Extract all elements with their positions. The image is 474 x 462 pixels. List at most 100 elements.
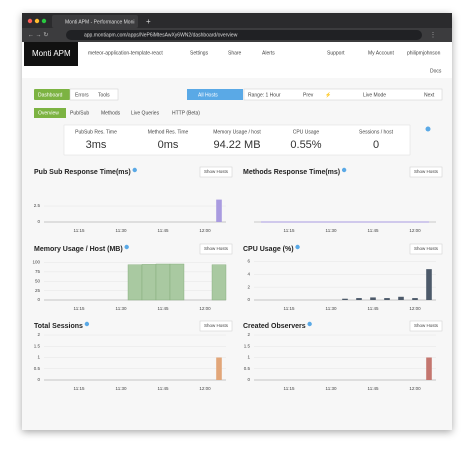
show-hosts-label: Show Hosts [414,169,439,174]
x-tick-label: 11:30 [116,386,127,391]
x-tick-label: 11:30 [326,228,337,233]
summary-label: Method Res. Time [148,129,189,135]
tab-label[interactable]: HTTP (Beta) [172,110,200,116]
range-bar [243,88,443,101]
chart-title: Pub Sub Response Time(ms) [34,169,131,176]
tab-active[interactable] [34,108,66,118]
bar [398,296,404,300]
hosts: All Hosts [198,92,218,98]
x-tick-label: 11:45 [158,386,169,391]
tab-label[interactable]: Methods [101,110,121,116]
tab-label[interactable]: Overview [38,110,59,116]
summary-box [63,124,411,156]
tab-label[interactable]: Live Queries [131,110,160,116]
y-tick-label: 6 [247,259,250,264]
x-tick-label: 12:00 [409,228,421,233]
range[interactable]: Range: 1 Hour [248,92,281,98]
y-tick-label: 1 [247,355,250,360]
show-hosts-button[interactable] [409,320,443,332]
logo: Monti APM [32,49,71,58]
x-tick-label: 11:45 [158,306,169,311]
help-icon[interactable] [84,321,90,327]
y-tick-label: 50 [35,278,41,283]
close-button[interactable] [27,18,33,24]
x-tick-label: 11:30 [116,228,127,233]
help-icon[interactable] [341,167,347,173]
bar [426,269,432,300]
y-tick-label: 2 [247,332,250,337]
x-tick-label: 11:30 [116,306,127,311]
y-tick-label: 0 [37,297,40,302]
next[interactable]: Next [424,92,435,98]
show-hosts-button[interactable] [199,320,233,332]
app-selector[interactable]: meteor-application-template-react [88,50,163,56]
area-segment [211,264,227,301]
zoom-button[interactable] [41,18,47,24]
summary-label: CPU Usage [293,129,320,135]
summary-label: Memory Usage / host [213,129,261,135]
logo-box [24,42,78,66]
help-icon[interactable] [307,321,312,327]
section-button[interactable]: Tools [98,92,110,98]
nav-icons[interactable]: ← → ↻ [28,32,48,39]
help-icon[interactable] [132,167,137,173]
bar [216,199,222,222]
nav-item[interactable]: philipmjohnson [407,50,441,56]
y-tick-label: 75 [35,269,41,274]
section-button-active[interactable] [34,89,70,100]
x-tick-label: 12:00 [409,306,421,311]
nav-item[interactable]: Settings [190,50,209,56]
area-segment [127,264,143,301]
show-hosts-label: Show Hosts [204,169,229,174]
live-mode[interactable]: Live Mode [363,92,386,98]
x-tick-label: 11:45 [158,228,169,233]
x-tick-label: 11:15 [74,386,85,391]
bar [356,298,362,300]
tab-title: Monti APM - Performance Moni [65,19,134,25]
lightning: ⚡ [325,91,331,98]
show-hosts-label: Show Hosts [414,246,439,251]
x-tick-label: 11:45 [368,228,379,233]
summary-value: 94.22 MB [213,139,260,151]
y-tick-label: 2.5 [34,203,41,208]
section-button[interactable]: Dashboard [38,92,63,98]
prev[interactable]: Prev [303,92,314,98]
menu-icon[interactable]: ⋮ [430,33,436,39]
hosts-dropdown[interactable] [187,89,243,100]
show-hosts-label: Show Hosts [204,246,229,251]
help-icon[interactable] [124,244,129,250]
nav-item[interactable]: Docs [430,68,442,74]
help-icon[interactable] [295,244,300,250]
x-tick-label: 11:15 [74,306,85,311]
nav-item[interactable]: Alerts [262,50,275,56]
bar [412,298,418,300]
y-tick-label: 100 [32,260,40,265]
help-icon[interactable] [425,126,431,132]
tab-label[interactable]: Pub/Sub [70,110,89,116]
new-tab[interactable]: + [146,17,151,26]
show-hosts-button[interactable] [409,243,443,255]
show-hosts-label: Show Hosts [414,323,439,328]
y-tick-label: 1 [37,355,40,360]
y-tick-label: 2 [247,284,250,289]
show-hosts-button[interactable] [409,166,443,178]
x-tick-label: 11:15 [284,306,295,311]
nav-item[interactable]: Support [327,50,345,56]
bar [216,357,222,380]
summary-label: Sessions / host [359,129,394,135]
chart-title: Methods Response Time(ms) [243,169,340,176]
nav-item[interactable]: Share [228,50,242,56]
show-hosts-button[interactable] [199,166,233,178]
show-hosts-button[interactable] [199,243,233,255]
chart-title: Created Observers [243,323,306,330]
x-tick-label: 12:00 [199,306,211,311]
url-field[interactable] [66,30,422,40]
x-tick-label: 11:15 [284,228,295,233]
nav-item[interactable]: My Account [368,50,394,56]
tab[interactable] [52,15,138,28]
bar [384,298,390,300]
section-button[interactable]: Errors [75,92,89,98]
app-header [22,42,452,78]
y-tick-label: 1.5 [34,343,41,348]
minimize-button[interactable] [34,18,40,24]
